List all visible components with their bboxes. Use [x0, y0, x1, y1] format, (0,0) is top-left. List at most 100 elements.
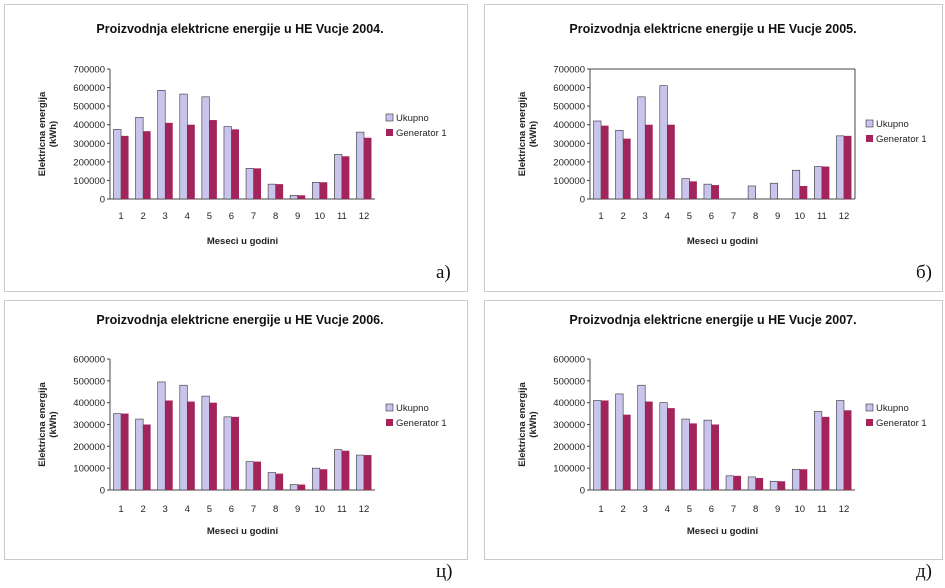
bar-generator-1 — [667, 124, 675, 199]
bar-generator-1 — [341, 156, 350, 199]
bar-ukupno — [223, 416, 232, 491]
bar-generator-1 — [253, 461, 262, 490]
bar-generator-1 — [187, 124, 195, 199]
y-axis-label: (kWh) — [528, 121, 539, 147]
bar-generator-1 — [165, 400, 173, 490]
bar-generator-1 — [799, 469, 808, 490]
bar-ukupno — [637, 384, 646, 491]
bar-ukupno — [311, 467, 321, 491]
y-tick-label: 300000 — [73, 420, 105, 431]
legend-swatch-generator-1 — [386, 419, 393, 426]
y-tick-label: 0 — [100, 195, 105, 206]
x-tick-label: 12 — [839, 504, 850, 515]
x-tick-label: 7 — [731, 211, 736, 222]
chart-title: Proizvodnja elektricne energije u HE Vuc… — [96, 22, 383, 36]
chart-panel-2007: Proizvodnja elektricne energije u HE Vuc… — [484, 300, 943, 560]
bar-ukupno — [157, 90, 166, 200]
y-axis-label: Elektricna energija — [517, 382, 528, 467]
x-tick-label: 8 — [753, 504, 758, 515]
legend-label-generator-1: Generator 1 — [876, 418, 927, 429]
y-axis-label: Elektricna energija — [37, 91, 48, 176]
y-tick-label: 500000 — [553, 376, 585, 387]
y-axis-label: (kWh) — [48, 411, 59, 437]
bar-ukupno — [201, 395, 210, 491]
x-tick-label: 11 — [817, 211, 827, 222]
bar-generator-1 — [843, 410, 852, 490]
x-tick-label: 2 — [620, 211, 625, 222]
y-tick-label: 100000 — [73, 464, 105, 475]
x-tick-label: 5 — [207, 211, 212, 222]
legend-label-ukupno: Ukupno — [876, 403, 909, 414]
chart-svg-2006: Proizvodnja elektricne energije u HE Vuc… — [37, 313, 447, 537]
y-tick-label: 600000 — [553, 355, 585, 366]
y-tick-label: 100000 — [73, 176, 105, 187]
bar-generator-1 — [143, 131, 151, 199]
y-tick-label: 400000 — [553, 398, 585, 409]
bar-ukupno — [223, 126, 232, 200]
bar-ukupno — [703, 419, 712, 491]
panel-label-a: а) — [436, 262, 451, 283]
bar-ukupno — [593, 120, 602, 200]
x-tick-label: 6 — [709, 211, 714, 222]
bar-generator-1 — [689, 181, 697, 199]
bar-ukupno — [289, 484, 299, 491]
bar-ukupno — [135, 116, 144, 200]
bar-generator-1 — [777, 481, 786, 490]
bar-ukupno — [637, 96, 646, 200]
x-axis-label: Meseci u godini — [207, 526, 278, 537]
y-tick-label: 500000 — [73, 376, 105, 387]
x-tick-label: 1 — [598, 211, 603, 222]
x-tick-label: 3 — [163, 504, 168, 515]
y-tick-label: 200000 — [553, 157, 585, 168]
legend-swatch-ukupno — [865, 119, 874, 128]
bar-ukupno — [769, 182, 779, 200]
bar-generator-1 — [209, 120, 217, 199]
bar-generator-1 — [711, 424, 719, 490]
bar-ukupno — [289, 194, 299, 200]
x-tick-label: 5 — [207, 504, 212, 515]
x-tick-label: 1 — [118, 211, 123, 222]
x-tick-label: 9 — [775, 211, 780, 222]
x-tick-label: 10 — [315, 211, 326, 222]
panel-label-b: б) — [916, 262, 932, 283]
x-tick-label: 12 — [359, 211, 370, 222]
bar-ukupno — [245, 461, 254, 491]
bar-ukupno — [615, 129, 624, 200]
bar-generator-1 — [231, 416, 239, 490]
bar-ukupno — [334, 154, 343, 200]
y-tick-label: 0 — [580, 486, 585, 497]
x-tick-label: 9 — [295, 504, 300, 515]
y-tick-label: 0 — [580, 195, 585, 206]
x-tick-label: 2 — [140, 504, 145, 515]
bar-generator-1 — [275, 184, 284, 199]
y-tick-label: 500000 — [553, 102, 585, 113]
panel-label-d: д) — [916, 561, 932, 582]
legend-swatch-generator-1 — [866, 135, 873, 142]
bar-generator-1 — [821, 166, 830, 199]
bar-ukupno — [113, 129, 122, 200]
y-tick-label: 300000 — [73, 139, 105, 150]
y-tick-label: 100000 — [553, 176, 585, 187]
x-tick-label: 3 — [163, 211, 168, 222]
x-tick-label: 7 — [251, 211, 256, 222]
bar-generator-1 — [733, 475, 742, 490]
bar-generator-1 — [799, 186, 808, 199]
x-tick-label: 11 — [337, 504, 347, 515]
panel-label-c: ц) — [436, 561, 453, 582]
y-tick-label: 200000 — [553, 442, 585, 453]
bar-generator-1 — [165, 122, 173, 199]
y-tick-label: 600000 — [553, 83, 585, 94]
bar-generator-1 — [187, 401, 195, 490]
y-tick-label: 600000 — [73, 83, 105, 94]
legend-swatch-ukupno — [865, 403, 874, 412]
x-tick-label: 1 — [118, 504, 123, 515]
y-tick-label: 400000 — [73, 398, 105, 409]
y-axis-label: (kWh) — [48, 121, 59, 147]
y-axis-label: (kWh) — [528, 411, 539, 437]
bar-ukupno — [681, 418, 690, 491]
y-tick-label: 200000 — [73, 157, 105, 168]
chart-title: Proizvodnja elektricne energije u HE Vuc… — [569, 313, 856, 327]
x-tick-label: 2 — [620, 504, 625, 515]
x-tick-label: 4 — [185, 504, 190, 515]
x-axis-label: Meseci u godini — [207, 236, 278, 247]
